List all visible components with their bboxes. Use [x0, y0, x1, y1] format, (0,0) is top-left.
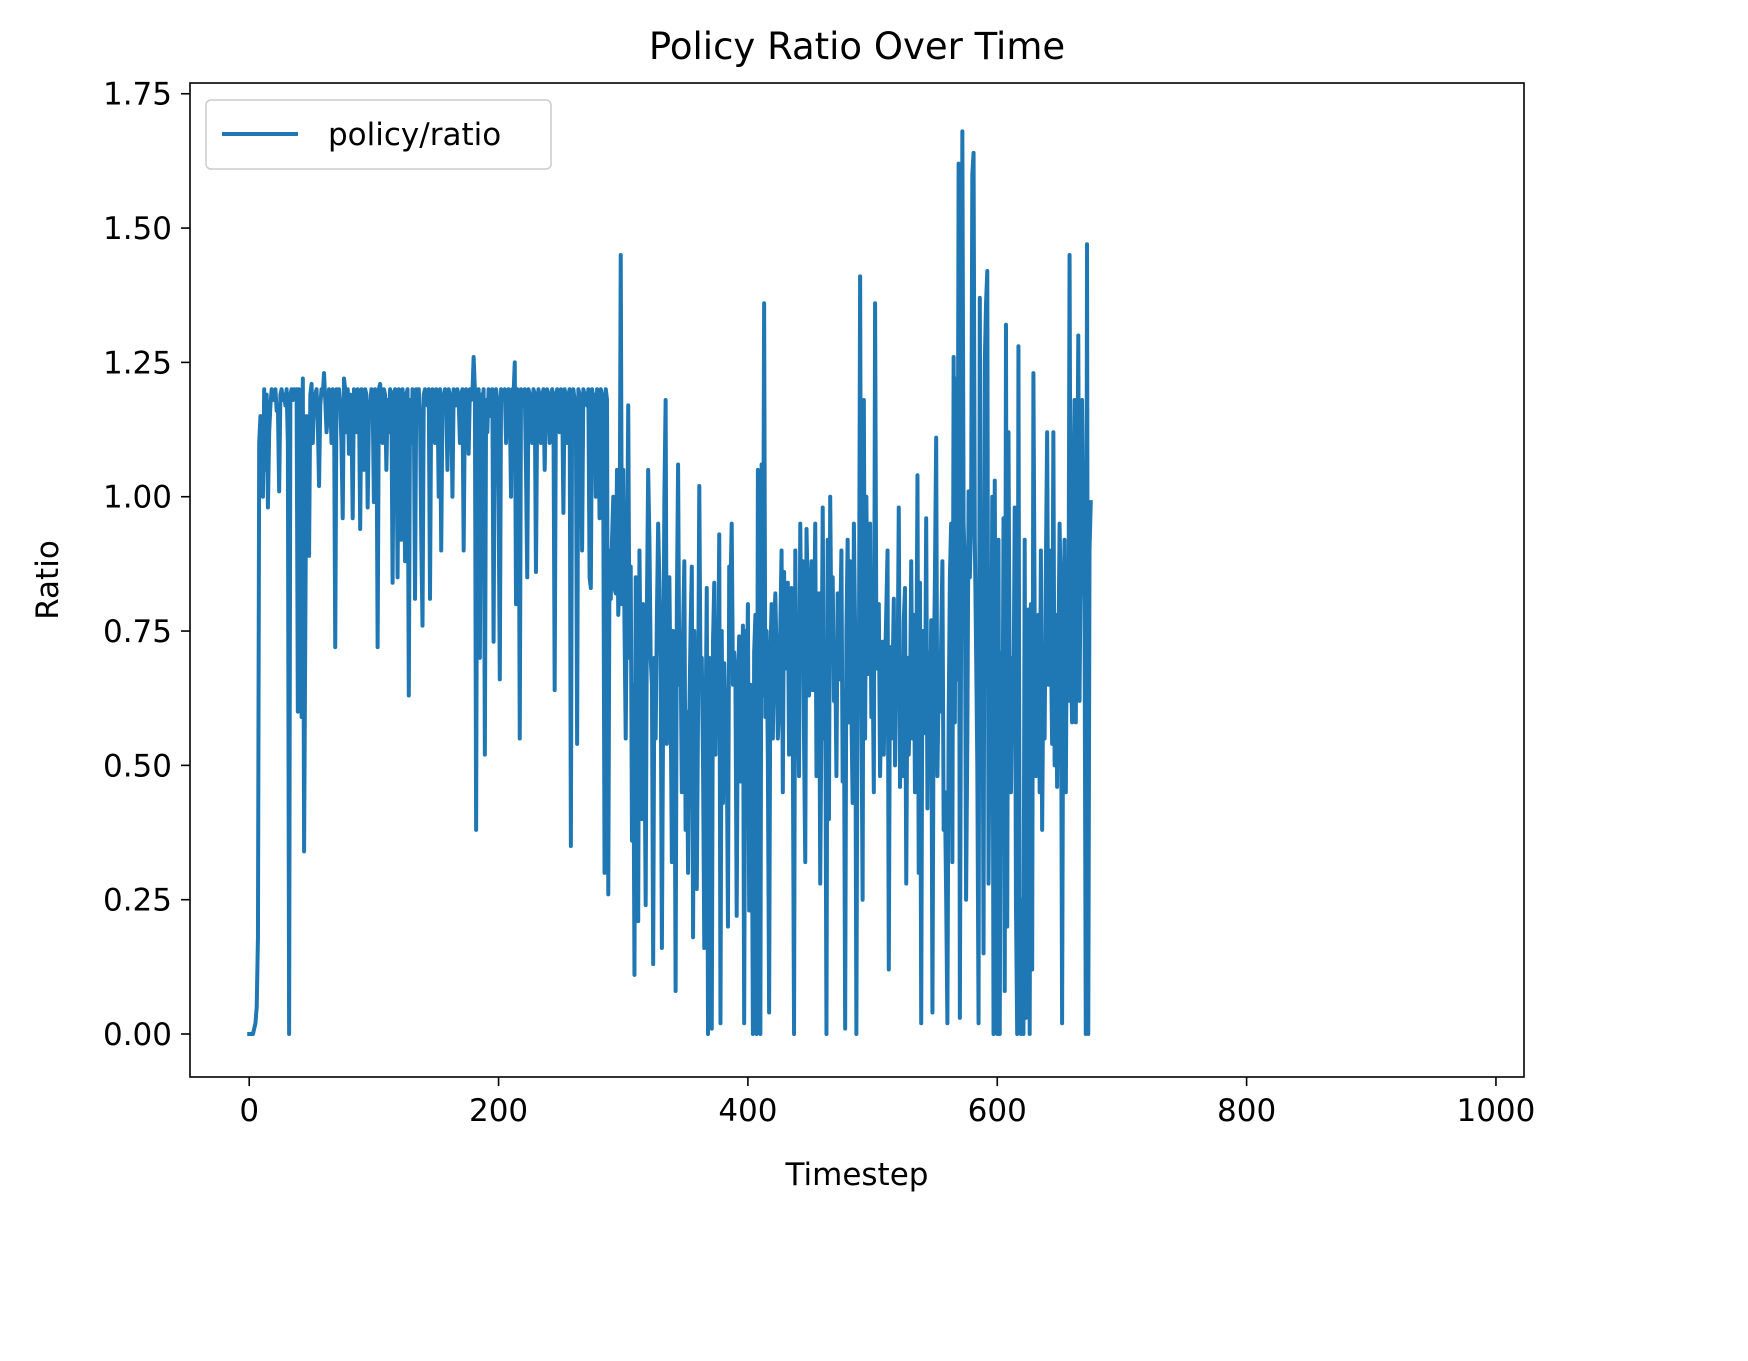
y-axis-label: Ratio — [30, 540, 66, 620]
y-tick-label: 0.75 — [103, 614, 172, 650]
y-tick-label: 0.25 — [103, 883, 172, 919]
plot-frame — [189, 82, 1525, 1078]
plot-area — [189, 82, 1525, 1078]
x-tick-label: 0 — [239, 1093, 259, 1129]
x-tick-label: 400 — [718, 1093, 777, 1129]
legend: policy/ratio — [205, 99, 552, 170]
y-tick-label: 1.50 — [103, 211, 172, 247]
y-tick-label: 0.50 — [103, 748, 172, 784]
y-tick-label: 0.00 — [103, 1017, 172, 1053]
x-tick-label: 200 — [469, 1093, 528, 1129]
x-axis-label: Timestep — [785, 1157, 929, 1193]
series-layer — [247, 129, 1093, 1037]
x-tick-label: 1000 — [1456, 1093, 1535, 1129]
x-tick-label: 800 — [1217, 1093, 1276, 1129]
legend-label-policy-ratio: policy/ratio — [328, 117, 501, 153]
legend-box — [205, 99, 552, 170]
x-tick-label: 600 — [968, 1093, 1027, 1129]
series-line-policy-ratio — [247, 129, 1093, 1037]
y-tick-label: 1.00 — [103, 480, 172, 516]
y-tick-label: 1.25 — [103, 345, 172, 381]
y-axis: 0.00 0.25 0.50 0.75 1.00 1.25 1.50 1.75 — [103, 77, 190, 1053]
y-tick-label: 1.75 — [103, 77, 172, 113]
x-axis: 0 200 400 600 800 1000 — [239, 1077, 1535, 1129]
chart-title: Policy Ratio Over Time — [649, 25, 1065, 68]
